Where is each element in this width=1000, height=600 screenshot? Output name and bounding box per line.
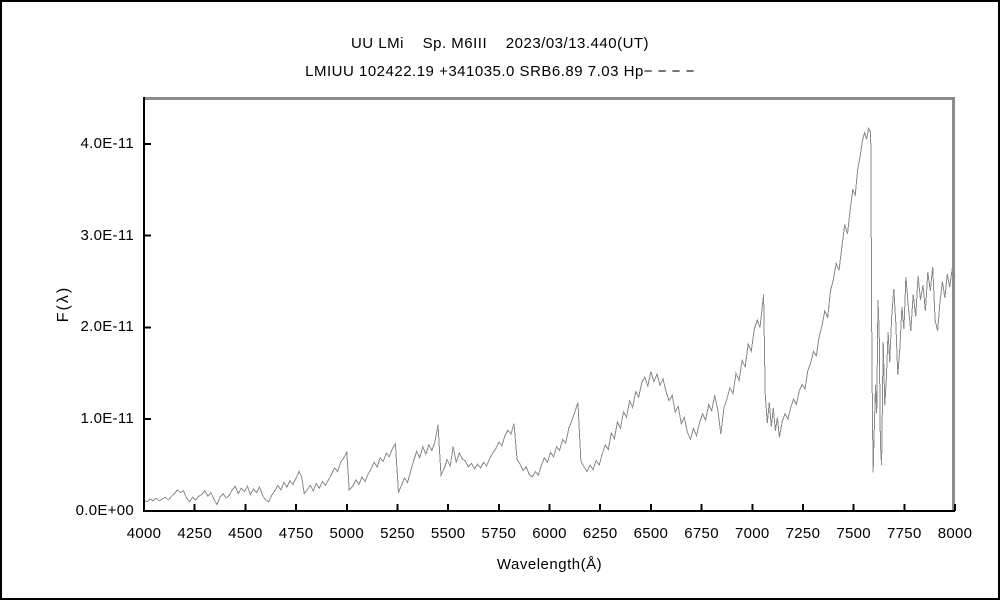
x-tick-label: 7000: [734, 525, 770, 542]
y-tick-label: 1.0E-11: [80, 410, 134, 428]
x-tick-label: 6250: [582, 525, 618, 542]
x-tick-label: 8000: [937, 525, 973, 542]
y-axis-title: F(λ): [55, 285, 72, 323]
x-tick-label: 5500: [430, 525, 466, 542]
x-axis-title: Wavelength(Å): [496, 556, 603, 573]
chart-title: UU LMi Sp. M6III 2023/03/13.440(UT): [350, 35, 650, 52]
x-tick-label: 5750: [481, 525, 517, 542]
y-tick-label: 2.0E-11: [80, 318, 134, 336]
x-tick-label: 6750: [684, 525, 719, 542]
x-tick-label: 4750: [278, 525, 314, 542]
y-tick-label: 0.0E+00: [75, 502, 134, 519]
x-tick-label: 7750: [887, 525, 922, 542]
chart-subtitle: LMIUU 102422.19 +341035.0 SRB6.89 7.03 H…: [305, 63, 695, 80]
x-tick-label: 4500: [228, 525, 263, 542]
y-tick-label: 3.0E-11: [80, 226, 134, 244]
x-tick-label: 7250: [785, 525, 821, 542]
x-tick-label: 5250: [380, 525, 415, 542]
x-tick-label: 7500: [836, 525, 871, 542]
x-tick-label: 6000: [532, 525, 567, 542]
x-tick-label: 5000: [329, 525, 365, 542]
x-tick-label: 4000: [126, 525, 162, 542]
plot-frame: [144, 97, 955, 511]
y-tick-label: 4.0E-11: [80, 134, 134, 152]
axes: [143, 97, 955, 512]
x-tick-label: 4250: [177, 525, 212, 542]
x-tick-label: 6500: [633, 525, 669, 542]
spectrum-line: [143, 126, 956, 506]
